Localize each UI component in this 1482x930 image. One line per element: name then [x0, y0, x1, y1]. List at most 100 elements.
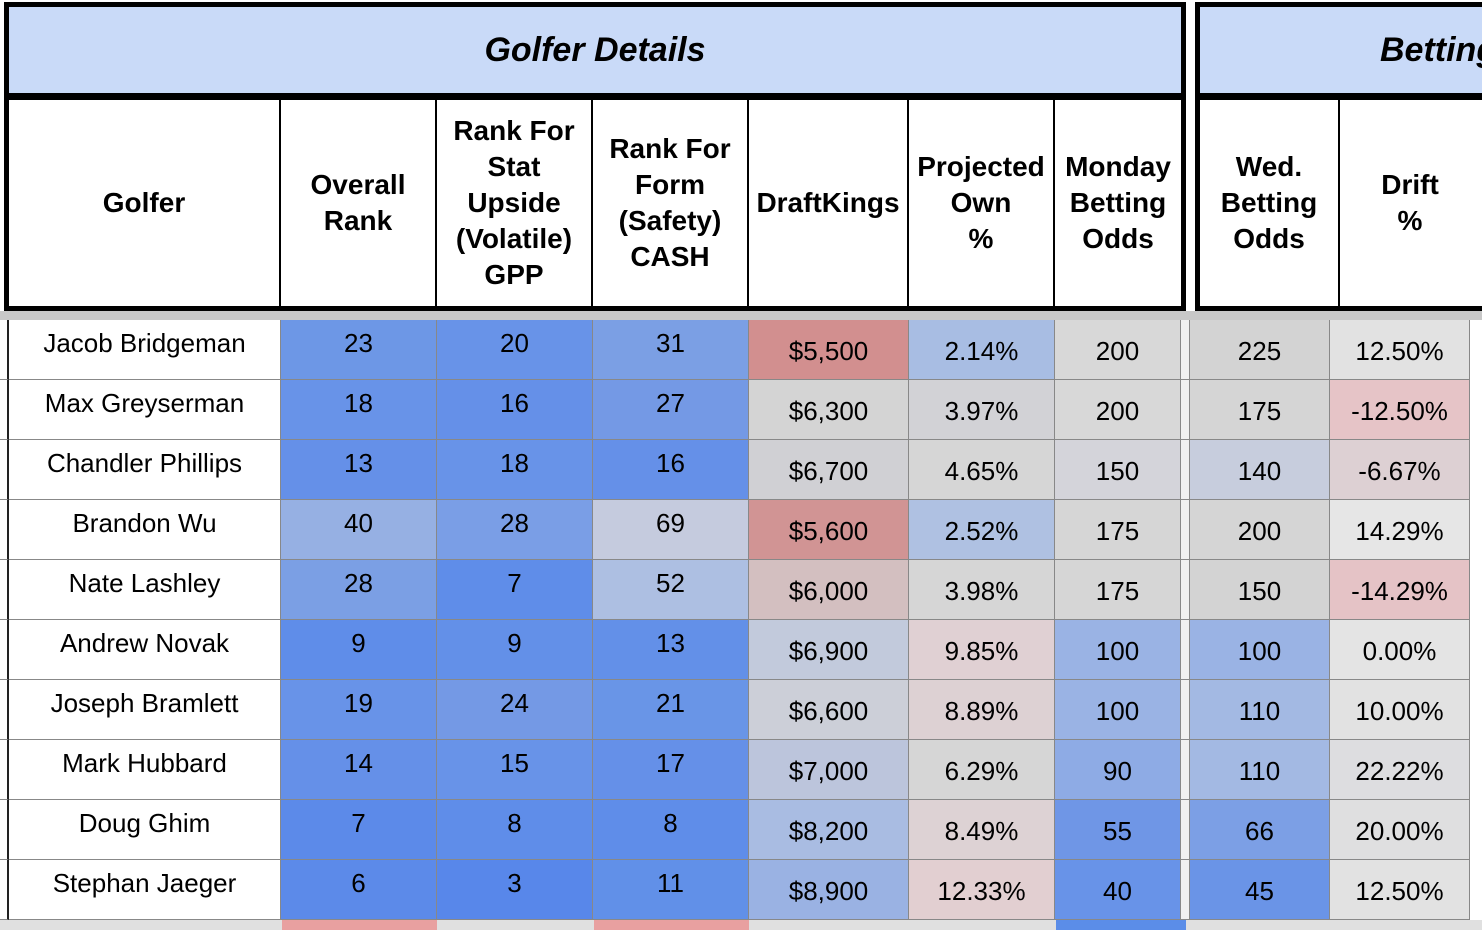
monday-odds-cell[interactable]: 100	[1055, 620, 1181, 680]
monday-odds-cell[interactable]: 55	[1055, 800, 1181, 860]
col-header-overall-rank[interactable]: Overall Rank	[281, 100, 437, 306]
monday-odds-cell[interactable]: 150	[1055, 440, 1181, 500]
wed-odds-cell[interactable]: 175	[1190, 380, 1330, 440]
golfer-name-cell[interactable]: Nate Lashley	[9, 560, 281, 620]
monday-odds-cell[interactable]: 175	[1055, 560, 1181, 620]
rank-cash-cell[interactable]: 31	[593, 320, 749, 380]
col-header-draftkings[interactable]: DraftKings	[749, 100, 909, 306]
projected-own-cell[interactable]: 12.33%	[909, 860, 1055, 920]
draftkings-salary-cell[interactable]: $5,600	[749, 500, 909, 560]
monday-odds-cell[interactable]: 200	[1055, 320, 1181, 380]
wed-odds-cell[interactable]: 66	[1190, 800, 1330, 860]
col-header-projected-own[interactable]: Projected Own %	[909, 100, 1055, 306]
draftkings-salary-cell[interactable]: $6,300	[749, 380, 909, 440]
overall-rank-cell[interactable]: 28	[281, 560, 437, 620]
draftkings-salary-cell[interactable]: $8,200	[749, 800, 909, 860]
rank-cash-cell[interactable]: 69	[593, 500, 749, 560]
rank-cash-cell[interactable]: 16	[593, 440, 749, 500]
overall-rank-cell[interactable]: 19	[281, 680, 437, 740]
rank-gpp-cell[interactable]: 28	[437, 500, 593, 560]
golfer-name-cell[interactable]: Chandler Phillips	[9, 440, 281, 500]
rank-gpp-cell[interactable]: 15	[437, 740, 593, 800]
golfer-name-cell[interactable]: Mark Hubbard	[9, 740, 281, 800]
golfer-name-cell[interactable]: Jacob Bridgeman	[9, 320, 281, 380]
col-header-golfer[interactable]: Golfer	[9, 100, 281, 306]
rank-gpp-cell[interactable]: 3	[437, 860, 593, 920]
wed-odds-cell[interactable]: 45	[1190, 860, 1330, 920]
draftkings-salary-cell[interactable]: $6,700	[749, 440, 909, 500]
rank-cash-cell[interactable]: 11	[593, 860, 749, 920]
rank-cash-cell[interactable]: 13	[593, 620, 749, 680]
projected-own-cell[interactable]: 3.98%	[909, 560, 1055, 620]
draftkings-salary-cell[interactable]: $6,000	[749, 560, 909, 620]
monday-odds-cell[interactable]: 175	[1055, 500, 1181, 560]
rank-cash-cell[interactable]: 8	[593, 800, 749, 860]
overall-rank-cell[interactable]: 40	[281, 500, 437, 560]
draftkings-salary-cell[interactable]: $6,600	[749, 680, 909, 740]
col-header-rank-cash[interactable]: Rank For Form (Safety) CASH	[593, 100, 749, 306]
draftkings-salary-cell[interactable]: $6,900	[749, 620, 909, 680]
rank-cash-cell[interactable]: 17	[593, 740, 749, 800]
projected-own-cell[interactable]: 9.85%	[909, 620, 1055, 680]
drift-cell[interactable]: -6.67%	[1330, 440, 1470, 500]
monday-odds-cell[interactable]: 200	[1055, 380, 1181, 440]
monday-odds-cell[interactable]: 90	[1055, 740, 1181, 800]
rank-gpp-cell[interactable]: 16	[437, 380, 593, 440]
draftkings-salary-cell[interactable]: $7,000	[749, 740, 909, 800]
rank-cash-cell[interactable]: 21	[593, 680, 749, 740]
golfer-name-cell[interactable]: Brandon Wu	[9, 500, 281, 560]
drift-cell[interactable]: 0.00%	[1330, 620, 1470, 680]
data-rows: Jacob Bridgeman 23 20 31 $5,500 2.14% 200 225 12…	[0, 320, 1482, 920]
golfer-name-cell[interactable]: Max Greyserman	[9, 380, 281, 440]
rank-gpp-cell[interactable]: 20	[437, 320, 593, 380]
wed-odds-cell[interactable]: 150	[1190, 560, 1330, 620]
monday-odds-cell[interactable]: 40	[1055, 860, 1181, 920]
projected-own-cell[interactable]: 4.65%	[909, 440, 1055, 500]
rank-cash-cell[interactable]: 52	[593, 560, 749, 620]
overall-rank-cell[interactable]: 6	[281, 860, 437, 920]
projected-own-cell[interactable]: 6.29%	[909, 740, 1055, 800]
overall-rank-cell[interactable]: 14	[281, 740, 437, 800]
monday-odds-cell[interactable]: 100	[1055, 680, 1181, 740]
overall-rank-cell[interactable]: 13	[281, 440, 437, 500]
draftkings-salary-cell[interactable]: $5,500	[749, 320, 909, 380]
rank-gpp-cell[interactable]: 24	[437, 680, 593, 740]
drift-cell[interactable]: -12.50%	[1330, 380, 1470, 440]
wed-odds-cell[interactable]: 110	[1190, 680, 1330, 740]
col-header-monday-odds[interactable]: Monday Betting Odds	[1065, 151, 1171, 254]
col-header-drift[interactable]: Drift %	[1381, 169, 1439, 236]
drift-cell[interactable]: 14.29%	[1330, 500, 1470, 560]
rank-gpp-cell[interactable]: 18	[437, 440, 593, 500]
golfer-name-cell[interactable]: Joseph Bramlett	[9, 680, 281, 740]
overall-rank-cell[interactable]: 18	[281, 380, 437, 440]
rank-cash-cell[interactable]: 27	[593, 380, 749, 440]
golfer-name-cell[interactable]: Doug Ghim	[9, 800, 281, 860]
overall-rank-cell[interactable]: 23	[281, 320, 437, 380]
draftkings-salary-cell[interactable]: $8,900	[749, 860, 909, 920]
wed-odds-cell[interactable]: 225	[1190, 320, 1330, 380]
projected-own-cell[interactable]: 2.14%	[909, 320, 1055, 380]
projected-own-cell[interactable]: 2.52%	[909, 500, 1055, 560]
drift-cell[interactable]: 12.50%	[1330, 860, 1470, 920]
projected-own-cell[interactable]: 8.89%	[909, 680, 1055, 740]
drift-cell[interactable]: 22.22%	[1330, 740, 1470, 800]
rank-gpp-cell[interactable]: 7	[437, 560, 593, 620]
rank-gpp-cell[interactable]: 8	[437, 800, 593, 860]
drift-cell[interactable]: -14.29%	[1330, 560, 1470, 620]
rank-gpp-cell[interactable]: 9	[437, 620, 593, 680]
overall-rank-cell[interactable]: 9	[281, 620, 437, 680]
projected-own-cell[interactable]: 8.49%	[909, 800, 1055, 860]
wed-odds-cell[interactable]: 100	[1190, 620, 1330, 680]
wed-odds-cell[interactable]: 110	[1190, 740, 1330, 800]
golfer-name-cell[interactable]: Andrew Novak	[9, 620, 281, 680]
drift-cell[interactable]: 10.00%	[1330, 680, 1470, 740]
wed-odds-cell[interactable]: 140	[1190, 440, 1330, 500]
col-header-rank-gpp[interactable]: Rank For Stat Upside (Volatile) GPP	[437, 100, 593, 306]
overall-rank-cell[interactable]: 7	[281, 800, 437, 860]
drift-cell[interactable]: 12.50%	[1330, 320, 1470, 380]
col-header-wed-odds[interactable]: Wed. Betting Odds	[1200, 100, 1340, 306]
wed-odds-cell[interactable]: 200	[1190, 500, 1330, 560]
golfer-name-cell[interactable]: Stephan Jaeger	[9, 860, 281, 920]
drift-cell[interactable]: 20.00%	[1330, 800, 1470, 860]
projected-own-cell[interactable]: 3.97%	[909, 380, 1055, 440]
